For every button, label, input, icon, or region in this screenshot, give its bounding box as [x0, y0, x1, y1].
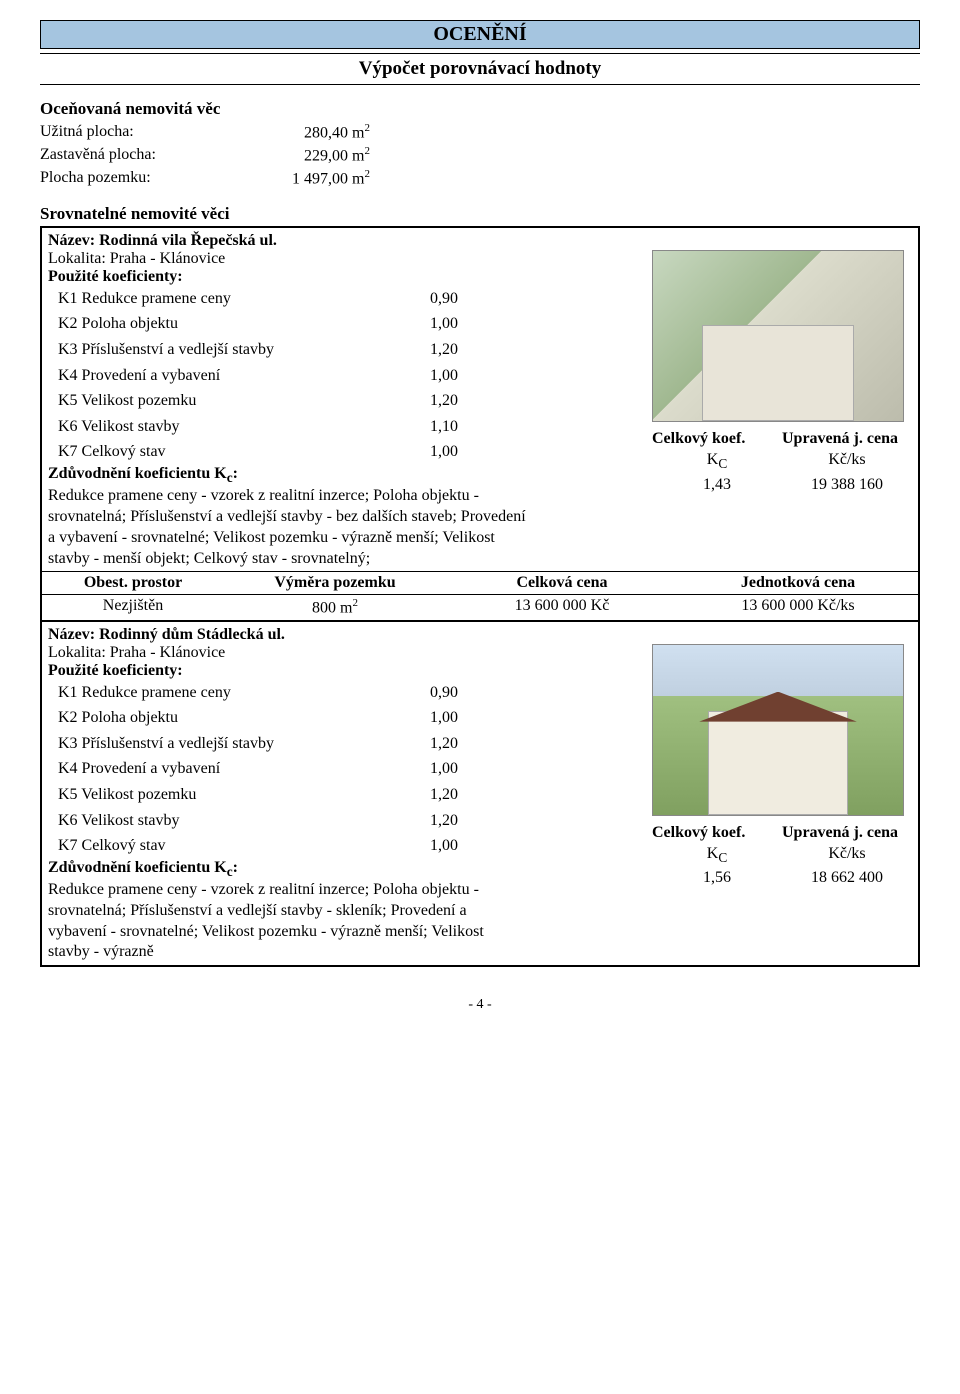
subject-label: Plocha pozemku: [40, 167, 240, 190]
koef-hdr2: Upravená j. cena [782, 428, 912, 450]
koef-hdr1: Celkový koef. [652, 822, 782, 844]
koef-val: 1,43 [652, 474, 782, 496]
coef-label: K1 Redukce pramene ceny [48, 680, 388, 706]
coef-value: 1,10 [388, 414, 458, 440]
subject-label: Zastavěná plocha: [40, 144, 240, 167]
summary-col: Obest. prostor [42, 572, 224, 594]
subject-row: Zastavěná plocha: 229,00 m2 [40, 144, 920, 167]
coef-value: 1,20 [388, 782, 458, 808]
justification-label: Zdůvodnění koeficientu Kc: [48, 465, 642, 486]
coef-row: K6 Velikost stavby 1,10 [48, 414, 642, 440]
coef-value: 1,00 [388, 311, 458, 337]
coef-value: 1,20 [388, 337, 458, 363]
summary-val: 13 600 000 Kč/ks [678, 595, 918, 619]
sub-header: Výpočet porovnávací hodnoty [40, 53, 920, 85]
coef-value: 1,20 [388, 731, 458, 757]
comp-name: Název: Rodinná vila Řepečská ul. [48, 232, 642, 250]
coef-row: K1 Redukce pramene ceny 0,90 [48, 680, 642, 706]
subject-label: Užitná plocha: [40, 121, 240, 144]
subject-row: Plocha pozemku: 1 497,00 m2 [40, 167, 920, 190]
coef-row: K7 Celkový stav 1,00 [48, 439, 642, 465]
summary-col: Celková cena [446, 572, 678, 594]
subject-row: Užitná plocha: 280,40 m2 [40, 121, 920, 144]
coef-row: K3 Příslušenství a vedlejší stavby 1,20 [48, 337, 642, 363]
coef-value: 1,20 [388, 388, 458, 414]
koef-val: 1,56 [652, 867, 782, 889]
koef-sym: KC [652, 843, 782, 867]
koef-price: 18 662 400 [782, 867, 912, 889]
total-coef-box: Celkový koef. Upravená j. cena KC Kč/ks … [652, 822, 912, 889]
koef-unit: Kč/ks [782, 843, 912, 867]
summary-col: Výměra pozemku [224, 572, 446, 594]
coef-row: K5 Velikost pozemku 1,20 [48, 782, 642, 808]
summary-val: 800 m2 [224, 595, 446, 619]
subject-value: 229,00 m2 [240, 144, 370, 167]
coef-label: K1 Redukce pramene ceny [48, 286, 388, 312]
coef-label: K6 Velikost stavby [48, 808, 388, 834]
summary-val: Nezjištěn [42, 595, 224, 619]
coef-label: K5 Velikost pozemku [48, 388, 388, 414]
coef-label: K6 Velikost stavby [48, 414, 388, 440]
coef-label: K2 Poloha objektu [48, 311, 388, 337]
coef-label: K7 Celkový stav [48, 439, 388, 465]
coef-row: K3 Příslušenství a vedlejší stavby 1,20 [48, 731, 642, 757]
coef-label: K3 Příslušenství a vedlejší stavby [48, 731, 388, 757]
comp-locality: Lokalita: Praha - Klánovice [48, 644, 642, 662]
summary-header: Obest. prostor Výměra pozemku Celková ce… [42, 571, 918, 594]
comparable-box: Název: Rodinná vila Řepečská ul. Lokalit… [40, 228, 920, 622]
koef-unit: Kč/ks [782, 449, 912, 473]
coef-label: K4 Provedení a vybavení [48, 756, 388, 782]
coef-value: 1,00 [388, 756, 458, 782]
comp-locality: Lokalita: Praha - Klánovice [48, 250, 642, 268]
property-photo [652, 250, 904, 422]
justification-text: Redukce pramene ceny - vzorek z realitní… [48, 880, 528, 963]
coef-value: 0,90 [388, 680, 458, 706]
subject-value: 1 497,00 m2 [240, 167, 370, 190]
coef-value: 1,20 [388, 808, 458, 834]
page-header: OCENĚNÍ [40, 20, 920, 49]
coef-label: K3 Příslušenství a vedlejší stavby [48, 337, 388, 363]
coef-label: K2 Poloha objektu [48, 705, 388, 731]
coef-header: Použité koeficienty: [48, 662, 642, 680]
coef-value: 1,00 [388, 439, 458, 465]
total-coef-box: Celkový koef. Upravená j. cena KC Kč/ks … [652, 428, 912, 495]
coef-value: 1,00 [388, 833, 458, 859]
justification-label: Zdůvodnění koeficientu Kc: [48, 859, 642, 880]
comparables-title: Srovnatelné nemovité věci [40, 204, 920, 228]
koef-hdr1: Celkový koef. [652, 428, 782, 450]
coef-label: K5 Velikost pozemku [48, 782, 388, 808]
page-number: - 4 - [40, 997, 920, 1013]
coef-row: K4 Provedení a vybavení 1,00 [48, 756, 642, 782]
subject-value: 280,40 m2 [240, 121, 370, 144]
coef-row: K4 Provedení a vybavení 1,00 [48, 363, 642, 389]
property-photo [652, 644, 904, 816]
summary-col: Jednotková cena [678, 572, 918, 594]
coef-value: 0,90 [388, 286, 458, 312]
coef-row: K6 Velikost stavby 1,20 [48, 808, 642, 834]
comp-name: Název: Rodinný dům Stádlecká ul. [48, 626, 642, 644]
comparable-box: Název: Rodinný dům Stádlecká ul. Lokalit… [40, 622, 920, 968]
coef-value: 1,00 [388, 363, 458, 389]
coef-row: K2 Poloha objektu 1,00 [48, 705, 642, 731]
coef-row: K7 Celkový stav 1,00 [48, 833, 642, 859]
coef-label: K4 Provedení a vybavení [48, 363, 388, 389]
koef-sym: KC [652, 449, 782, 473]
coef-label: K7 Celkový stav [48, 833, 388, 859]
coef-header: Použité koeficienty: [48, 268, 642, 286]
koef-hdr2: Upravená j. cena [782, 822, 912, 844]
justification-text: Redukce pramene ceny - vzorek z realitní… [48, 486, 528, 569]
coef-row: K5 Velikost pozemku 1,20 [48, 388, 642, 414]
coef-value: 1,00 [388, 705, 458, 731]
summary-val: 13 600 000 Kč [446, 595, 678, 619]
summary-values: Nezjištěn 800 m2 13 600 000 Kč 13 600 00… [42, 594, 918, 619]
coef-row: K1 Redukce pramene ceny 0,90 [48, 286, 642, 312]
coef-row: K2 Poloha objektu 1,00 [48, 311, 642, 337]
koef-price: 19 388 160 [782, 474, 912, 496]
subject-title: Oceňovaná nemovitá věc [40, 99, 920, 119]
